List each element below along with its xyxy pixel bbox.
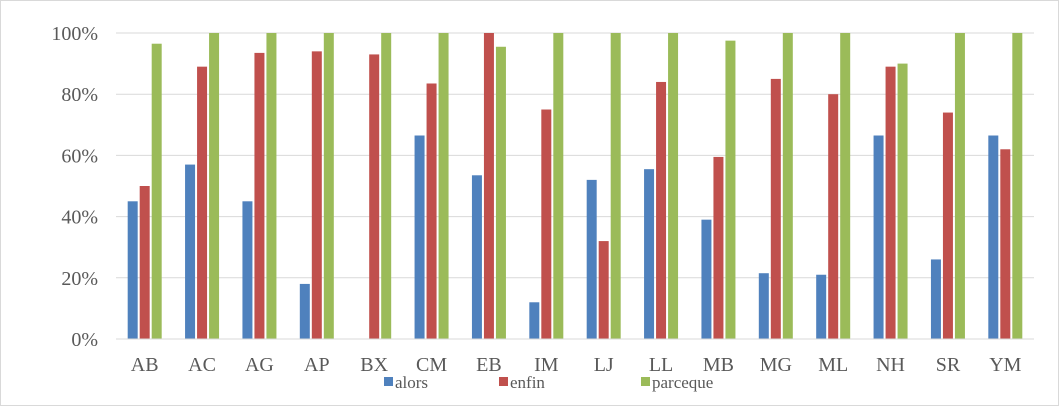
bars [127,33,1023,340]
bar-parceque-LL [668,33,679,339]
bar-alors-AC [185,164,196,339]
bar-parceque-YM [1012,33,1023,339]
x-tick-label: BX [360,354,388,376]
legend-swatch-alors [384,377,393,386]
bar-enfin-IM [541,109,552,339]
bar-parceque-NH [897,63,908,339]
bar-parceque-BX [381,33,392,339]
y-tick-label: 40% [61,207,98,229]
bar-enfin-AC [197,66,208,339]
bar-parceque-EB [495,46,506,340]
bar-enfin-ML [828,94,839,339]
bar-alors-IM [529,302,540,339]
x-tick-label: IM [534,354,559,376]
bar-enfin-LJ [598,241,609,339]
bar-alors-AG [242,201,253,339]
bar-alors-MG [758,273,769,339]
legend: alors enfin parceque [384,373,713,392]
legend-label-alors: alors [395,373,428,392]
bar-parceque-SR [954,33,965,339]
bar-parceque-IM [553,33,564,339]
x-tick-label: YM [989,354,1021,376]
bar-enfin-SR [942,112,953,339]
x-tick-label: NH [876,354,905,376]
legend-swatch-enfin [499,377,508,386]
bar-parceque-ML [840,33,851,339]
bar-alors-MB [701,219,712,339]
y-tick-label: 0% [71,329,98,351]
bar-enfin-LL [656,81,667,340]
bar-enfin-AP [311,51,322,340]
bar-enfin-AB [139,186,150,339]
x-tick-label: LJ [594,354,614,376]
bar-parceque-AP [323,33,334,339]
bar-parceque-AB [151,43,162,340]
x-tick-label: MG [760,354,792,376]
y-tick-label: 100% [51,23,98,45]
x-axis-ticks: AB AC AG AP BX CM EB IM LJ LL MB MG ML NH SR YM [131,354,1022,376]
bar-alors-AP [299,283,310,339]
bar-alors-NH [873,135,884,339]
x-tick-label: AG [245,354,274,376]
bar-enfin-BX [369,54,380,340]
bar-alors-EB [471,175,482,339]
bar-enfin-MB [713,156,724,339]
bar-enfin-CM [426,83,437,340]
legend-swatch-parceque [641,377,650,386]
x-tick-label: AB [131,354,159,376]
x-tick-label: SR [936,354,961,376]
x-tick-label: AC [188,354,216,376]
y-tick-label: 60% [61,145,98,167]
bar-alors-LL [644,169,655,339]
bar-alors-ML [816,274,827,339]
bar-enfin-EB [483,33,494,339]
y-tick-label: 80% [61,84,98,106]
bar-enfin-NH [885,66,896,339]
bar-parceque-CM [438,33,449,339]
bar-parceque-MG [782,33,793,339]
bar-enfin-AG [254,52,265,339]
x-tick-label: MB [703,354,734,376]
x-tick-label: ML [818,354,848,376]
bar-alors-AB [127,201,138,339]
bar-alors-CM [414,135,425,339]
bar-alors-YM [988,135,999,339]
bar-parceque-AG [266,33,277,339]
legend-label-enfin: enfin [510,373,545,392]
x-tick-label: CM [416,354,447,376]
bar-parceque-MB [725,40,736,340]
bar-parceque-LJ [610,33,621,339]
bar-enfin-YM [1000,149,1011,339]
x-tick-label: AP [304,354,330,376]
x-tick-label: LL [649,354,673,376]
x-tick-label: EB [476,354,502,376]
bar-enfin-MG [770,78,781,340]
bar-alors-SR [930,259,941,339]
bar-parceque-AC [209,33,220,339]
legend-label-parceque: parceque [652,373,713,392]
y-tick-label: 20% [61,268,98,290]
gridlines [116,32,1034,279]
y-axis-ticks: 0% 20% 40% 60% 80% 100% [51,23,98,351]
bar-alors-LJ [586,179,597,339]
